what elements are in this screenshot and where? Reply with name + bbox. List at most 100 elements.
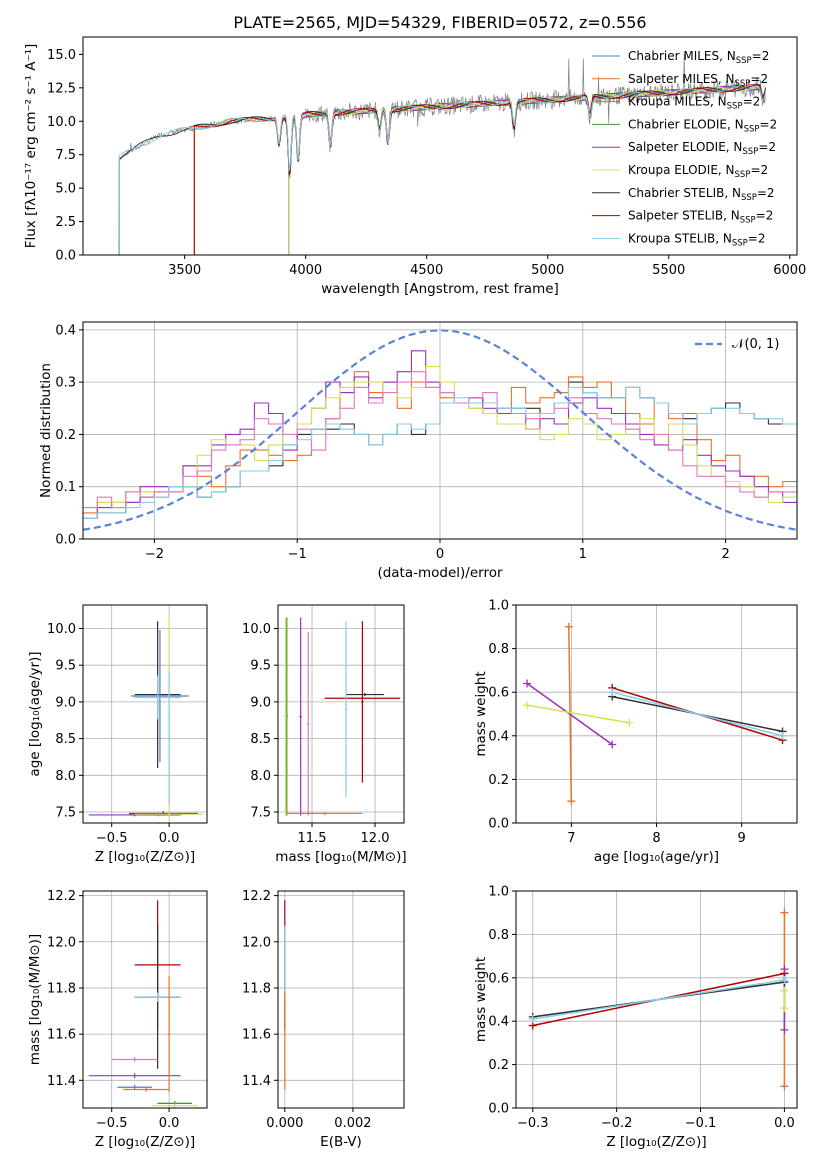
legend-label: Kroupa ELODIE, NSSP=2 [628,163,768,180]
y-tick-label: 10.0 [47,115,76,130]
normal-curve [83,329,797,531]
plot-area [83,53,766,255]
y-tick-label: 0.0 [55,533,76,548]
x-tick-label: 2 [721,547,729,562]
legend-label: Kroupa STELIB, NSSP=2 [628,231,766,248]
x-tick-label: 0.0 [159,1116,180,1131]
panel-5: 7 8 9 0.0 0.2 0.4 0.6 0.8 1.0 age [log₁₀(age/yr)]… [473,599,798,865]
y-axis-label: age [log₁₀(age/yr)] [27,651,43,776]
axes-frame [82,604,208,824]
y-tick-label: 0.2 [488,1058,509,1073]
axes-frame [515,890,798,1109]
axes-frame [82,890,208,1109]
y-tick-label: 9.5 [250,659,271,674]
y-tick-label: 0.4 [55,323,76,338]
x-tick-label: 5000 [531,263,564,278]
axes-frame [277,604,405,824]
y-tick-label: 0.2 [488,773,509,788]
y-axis-label: Flux [fλ10⁻¹⁷ erg cm⁻² s⁻¹ A⁻¹] [23,44,39,249]
legend-label: Salpeter MILES, NSSP=2 [628,72,768,89]
x-tick-label: −0.3 [517,1116,549,1131]
plus-marker [608,688,617,697]
plus-marker [778,731,787,740]
legend-label: Chabrier MILES, NSSP=2 [628,49,769,66]
y-tick-label: 1.0 [488,599,509,614]
plus-marker [780,986,789,995]
y-tick-label: 8.0 [55,769,76,784]
weight-line-2 [526,682,613,746]
plus-marker [567,797,576,806]
histogram-series-6 [83,386,797,519]
x-axis-label: E(B-V) [320,1134,362,1150]
x-tick-label: 0.0 [774,1116,795,1131]
y-tick-label: 11.4 [47,1074,76,1089]
x-tick-label: 4500 [410,263,443,278]
panel-2: −2 −1 0 1 2 0.0 0.1 0.2 0.3 0.4 (data-model)/error… [38,321,798,581]
y-tick-label: 11.6 [242,1028,271,1043]
y-tick-label: 9.0 [250,695,271,710]
y-tick-label: 0.3 [55,376,76,391]
plot-area [88,613,204,820]
chart-title: PLATE=2565, MJD=54329, FIBERID=0572, z=0… [233,13,646,32]
panel-4: 11.5 12.0 7.5 8.0 8.5 9.0 9.5 10.0 mass [log₁₀(M… [242,604,407,865]
x-tick-label: 6000 [773,263,806,278]
plus-marker [528,1015,537,1024]
y-tick-label: 0.0 [488,817,509,832]
y-tick-label: 1.0 [488,885,509,900]
x-tick-label: 0.002 [334,1116,371,1131]
panel-8: −0.3 −0.2 −0.1 0.0 0.0 0.2 0.4 0.6 0.8 1.0 Z [log₁… [473,885,798,1150]
y-tick-label: 8.5 [55,732,76,747]
x-tick-label: 12.0 [361,831,390,846]
plus-marker [564,622,573,631]
y-tick-label: 12.2 [242,889,271,904]
x-tick-label: 1 [579,547,587,562]
y-tick-label: 10.0 [47,622,76,637]
plus-marker [780,965,789,974]
legend-label: Chabrier ELODIE, NSSP=2 [628,117,777,134]
y-tick-label: 0.4 [488,729,509,744]
legend-label: Kroupa MILES, NSSP=2 [628,95,760,112]
y-tick-label: 12.5 [47,81,76,96]
plus-marker [780,1082,789,1091]
plot-area [532,912,786,1087]
plus-marker [523,701,532,710]
x-axis-label: Z [log₁₀(Z/Z⊙)] [95,849,195,865]
x-tick-label: 5500 [652,263,685,278]
weight-line-3 [532,979,785,1020]
y-tick-label: 0.4 [488,1015,509,1030]
observed-spectrum-line [83,53,766,255]
y-tick-label: 0.0 [55,249,76,264]
x-axis-label: age [log₁₀(age/yr)] [594,849,719,865]
y-tick-label: 12.0 [242,935,271,950]
legend-label: Chabrier STELIB, NSSP=2 [628,186,775,203]
y-tick-label: 0.6 [488,971,509,986]
x-tick-label: −0.2 [601,1116,633,1131]
plot-area [88,900,198,1108]
x-tick-label: −0.5 [96,831,128,846]
plus-marker [780,975,789,984]
y-tick-label: 0.8 [488,928,509,943]
x-axis-label: Z [log₁₀(Z/Z⊙)] [95,1134,195,1150]
panel-3: −0.5 0.0 7.5 8.0 8.5 9.0 9.5 10.0 Z [log₁₀(Z/Z⊙)… [27,604,208,865]
legend-label: Salpeter ELODIE, NSSP=2 [628,140,776,157]
y-tick-label: 12.0 [47,935,76,950]
x-tick-label: 0.0 [159,831,180,846]
x-tick-label: 0.000 [266,1116,303,1131]
plus-marker [523,679,532,688]
x-tick-label: 3500 [168,263,201,278]
y-tick-label: 5.0 [55,182,76,197]
plus-marker [608,740,617,749]
y-tick-label: 7.5 [55,148,76,163]
x-tick-label: 0 [436,547,444,562]
y-tick-label: 8.5 [250,732,271,747]
x-tick-label: 11.5 [298,831,327,846]
y-tick-label: 0.6 [488,686,509,701]
plot-area [526,626,783,802]
y-axis-label: mass [log₁₀(M/M⊙)] [27,934,43,1065]
x-axis-label: mass [log₁₀(M/M⊙)] [275,849,406,865]
y-tick-label: 11.6 [47,1028,76,1043]
panel-6: −0.5 0.0 11.4 11.6 11.8 12.0 12.2 Z [log₁₀(Z/Z⊙… [27,889,208,1150]
histogram-series-2 [83,371,797,514]
x-axis-label: (data-model)/error [377,565,503,581]
model-line-7 [83,84,766,255]
